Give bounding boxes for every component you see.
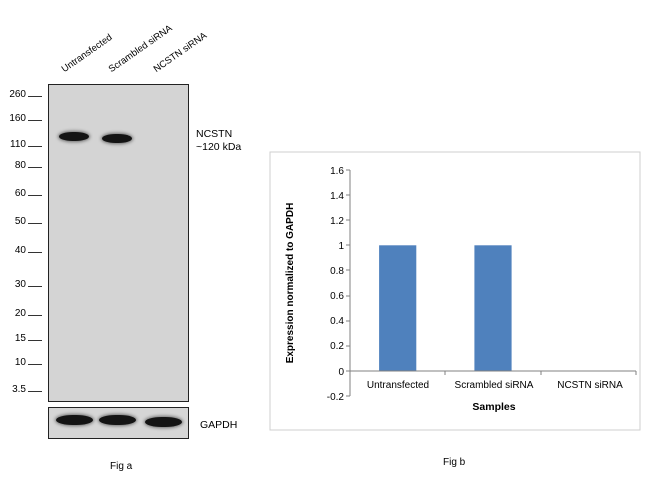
mw-marker-3-5: 3.5: [12, 384, 26, 395]
y-tick-label: 0.8: [330, 266, 344, 277]
mw-marker-20: 20: [14, 308, 26, 319]
mw-marker-260: 260: [9, 89, 26, 100]
y-tick-label: -0.2: [327, 392, 345, 403]
y-tick-label: 0.4: [330, 316, 344, 327]
y-axis-title: Expression normalized to GAPDH: [285, 203, 296, 364]
gapdh-band-ncstn: [145, 417, 182, 427]
bar-untransfected: [379, 245, 417, 371]
y-tick-label: 1.4: [330, 191, 344, 202]
blot-membrane-ncstn: [48, 84, 189, 402]
blot-membrane-gapdh: [48, 407, 189, 439]
x-axis-title: Samples: [472, 401, 515, 413]
y-tick-label: 1: [338, 241, 344, 252]
mw-tick: [28, 167, 42, 168]
mw-marker-110: 110: [10, 139, 26, 150]
y-tick-label: 0: [338, 367, 344, 378]
y-tick-label: 1.6: [330, 166, 344, 177]
ncstn-band-scrambled: [102, 134, 132, 143]
y-tick-label: 0.2: [330, 341, 344, 352]
mw-marker-10: 10: [14, 357, 26, 368]
mw-tick: [28, 340, 42, 341]
mw-marker-50: 50: [14, 216, 26, 227]
x-category-label: NCSTN siRNA: [557, 380, 623, 391]
mw-marker-15: 15: [14, 333, 26, 344]
mw-tick: [28, 96, 42, 97]
target-size-label: ~120 kDa: [196, 141, 242, 153]
target-label: NCSTN: [196, 128, 233, 140]
x-category-label: Scrambled siRNA: [455, 380, 534, 391]
mw-tick: [28, 286, 42, 287]
y-tick-label: 0.6: [330, 291, 344, 302]
bar-scrambled-sirna: [474, 245, 512, 371]
mw-tick: [28, 391, 42, 392]
loading-control-label: GAPDH: [200, 419, 238, 431]
mw-marker-30: 30: [14, 279, 26, 290]
mw-tick: [28, 364, 42, 365]
mw-marker-40: 40: [14, 245, 26, 256]
fig-a-caption: Fig a: [110, 461, 133, 472]
mw-tick: [28, 223, 42, 224]
mw-tick: [28, 315, 42, 316]
mw-marker-60: 60: [14, 188, 26, 199]
mw-tick: [28, 146, 42, 147]
y-tick-label: 1.2: [330, 216, 344, 227]
mw-tick: [28, 120, 42, 121]
fig-b-caption: Fig b: [443, 457, 466, 468]
x-category-label: Untransfected: [367, 380, 429, 391]
chart-frame: [269, 151, 641, 431]
x-axis-ticks: [444, 371, 637, 375]
mw-marker-160: 160: [9, 113, 26, 124]
mw-tick: [28, 252, 42, 253]
gapdh-band-scrambled: [99, 415, 136, 425]
ncstn-band-untransfected: [59, 132, 89, 141]
y-axis-ticks: [346, 169, 350, 397]
mw-marker-80: 80: [14, 160, 26, 171]
gapdh-band-untransfected: [56, 415, 93, 425]
mw-tick: [28, 195, 42, 196]
